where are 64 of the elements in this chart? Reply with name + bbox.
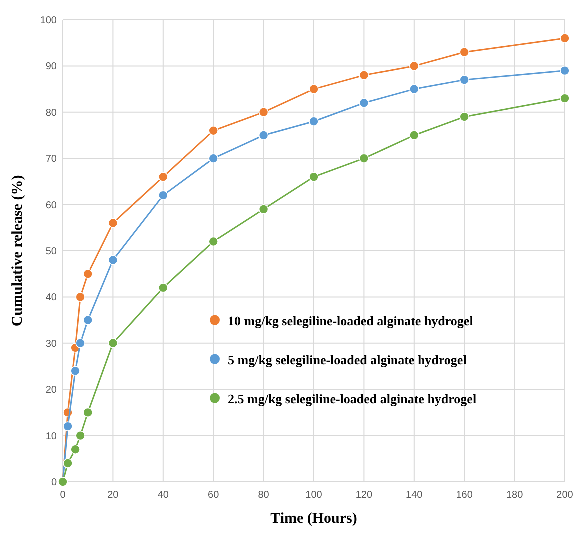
- point: [460, 47, 470, 58]
- x-tick-label: 40: [158, 490, 170, 501]
- point: [158, 283, 168, 293]
- y-tick-label: 10: [46, 431, 58, 442]
- point: [359, 98, 370, 108]
- point: [258, 204, 269, 214]
- x-tick-label: 180: [506, 490, 524, 501]
- point: [208, 126, 218, 136]
- y-axis-title: Cumulative release (%): [10, 175, 26, 327]
- point: [83, 269, 93, 279]
- point: [309, 172, 319, 182]
- point: [208, 236, 218, 247]
- legend-label: 10 mg/kg selegiline-loaded alginate hydrogel: [228, 313, 474, 328]
- y-tick-label: 0: [51, 478, 58, 488]
- y-tick-label: 50: [46, 246, 58, 258]
- legend-label: 2.5 mg/kg selegiline-loaded alginate hydrogel: [228, 391, 477, 406]
- point: [83, 408, 93, 418]
- point: [258, 130, 269, 140]
- point: [83, 315, 93, 326]
- x-tick-label: 200: [556, 490, 574, 501]
- point: [63, 458, 73, 468]
- point: [108, 218, 118, 228]
- point: [560, 34, 570, 44]
- y-tick-label: 40: [46, 292, 58, 304]
- point: [309, 84, 319, 94]
- point: [460, 75, 470, 85]
- point: [258, 108, 269, 118]
- x-tick-label: 20: [108, 490, 120, 501]
- y-tick-label: 80: [46, 108, 58, 119]
- x-tick-label: 0: [60, 490, 66, 501]
- y-tick-label: 90: [46, 62, 58, 73]
- point: [70, 366, 80, 376]
- y-tick-label: 100: [40, 16, 58, 26]
- point: [460, 112, 470, 122]
- point: [76, 338, 86, 348]
- y-tick-label: 30: [46, 338, 58, 350]
- point: [208, 154, 218, 164]
- x-tick-label: 100: [306, 490, 323, 501]
- point: [108, 338, 118, 348]
- x-axis-title: Time (Hours): [270, 511, 358, 527]
- point: [70, 444, 80, 455]
- point: [76, 292, 86, 302]
- y-tick-label: 70: [46, 154, 58, 166]
- point: [158, 172, 168, 182]
- point: [63, 422, 73, 432]
- point: [359, 154, 370, 164]
- point: [410, 130, 420, 140]
- point: [76, 430, 86, 441]
- point: [108, 255, 118, 266]
- point: [560, 66, 570, 76]
- x-tick-label: 160: [456, 490, 474, 501]
- y-tick-label: 60: [46, 200, 58, 212]
- point: [410, 84, 420, 94]
- point: [560, 94, 570, 104]
- x-tick-label: 60: [208, 490, 220, 501]
- point: [309, 116, 319, 127]
- y-tick-label: 20: [46, 385, 58, 396]
- x-tick-label: 80: [258, 490, 270, 501]
- point: [359, 70, 370, 80]
- legend-label: 5 mg/kg selegiline-loaded alginate hydrogel: [228, 352, 468, 368]
- point: [158, 190, 168, 200]
- x-tick-label: 140: [406, 490, 424, 501]
- x-tick-label: 120: [356, 490, 373, 501]
- point: [410, 61, 420, 72]
